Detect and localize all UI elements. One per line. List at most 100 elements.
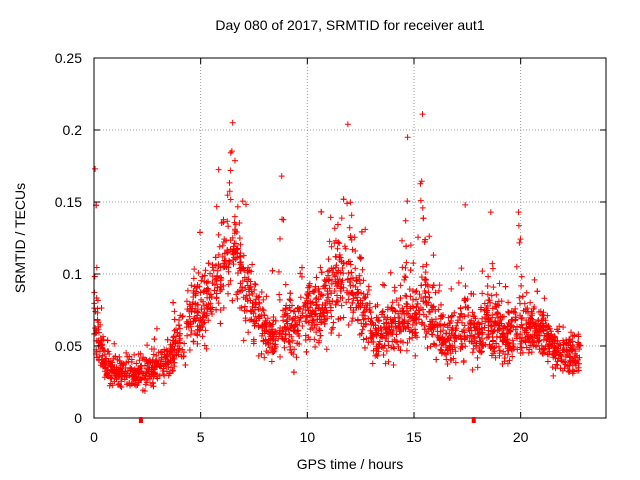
data-point (151, 336, 158, 343)
data-point (171, 308, 178, 315)
data-point (207, 291, 214, 298)
data-point (479, 342, 486, 349)
data-point (461, 336, 468, 343)
data-point (121, 376, 128, 383)
data-point (99, 352, 106, 359)
x-axis-label: GPS time / hours (296, 456, 404, 472)
data-point (436, 282, 443, 289)
data-point (403, 310, 410, 317)
data-point (348, 318, 355, 325)
data-point (379, 281, 386, 288)
data-point (537, 308, 544, 315)
data-point (328, 313, 335, 320)
data-point (220, 282, 227, 289)
data-point (403, 347, 410, 354)
data-point (349, 315, 356, 322)
data-point (462, 201, 469, 208)
data-point (476, 347, 483, 354)
data-point (299, 310, 306, 317)
data-point (335, 316, 342, 323)
data-point (409, 296, 416, 303)
data-point (403, 293, 410, 300)
data-point (95, 323, 102, 330)
data-point (418, 321, 425, 328)
data-point (419, 204, 426, 211)
data-point (459, 340, 465, 347)
data-point (502, 341, 509, 348)
data-point (470, 345, 477, 352)
data-point (118, 384, 125, 391)
data-point (104, 369, 111, 376)
data-point (313, 329, 320, 336)
data-point (285, 338, 292, 345)
data-point (471, 337, 478, 344)
data-point (473, 340, 480, 347)
data-point (188, 327, 195, 334)
data-point (418, 178, 425, 185)
data-point (376, 340, 383, 347)
data-point (468, 338, 475, 345)
data-point (430, 282, 437, 289)
data-point (188, 282, 195, 289)
data-point (356, 272, 363, 279)
y-tick-label: 0.25 (55, 50, 82, 66)
data-point (190, 338, 197, 345)
data-point (288, 349, 295, 356)
data-point (170, 367, 177, 374)
data-point (215, 300, 222, 307)
data-point (167, 364, 174, 371)
data-point (302, 318, 309, 325)
data-point (491, 348, 498, 355)
data-point (541, 295, 548, 302)
data-point (203, 279, 210, 286)
data-point (571, 350, 578, 357)
data-point (337, 285, 344, 292)
data-point (522, 306, 529, 313)
data-point (260, 307, 267, 314)
data-point (518, 282, 525, 289)
data-point (335, 298, 342, 305)
data-point (108, 363, 115, 370)
data-point (448, 313, 455, 320)
data-point (242, 201, 249, 208)
data-point (358, 320, 365, 327)
data-point (318, 208, 325, 215)
data-point (331, 287, 338, 294)
data-point (160, 365, 167, 372)
data-point (302, 332, 309, 339)
data-point (479, 290, 486, 297)
data-point (313, 302, 320, 309)
data-point (357, 255, 364, 262)
data-point (290, 315, 297, 322)
data-point (391, 314, 398, 321)
data-point (123, 349, 130, 356)
data-point (243, 292, 250, 299)
data-point (448, 285, 455, 292)
data-point (171, 359, 178, 366)
data-point (265, 341, 272, 348)
data-point (437, 301, 444, 308)
data-point (347, 199, 354, 206)
data-point (506, 328, 513, 335)
data-point (148, 373, 155, 380)
tick-labels: 0 5 10 15 20 0 0.05 0.1 0.15 0.2 0.25 (55, 50, 529, 445)
data-point (453, 335, 460, 342)
data-point (406, 314, 413, 321)
data-point (335, 332, 342, 339)
data-point (132, 369, 139, 376)
data-point (122, 369, 129, 376)
data-point (423, 276, 430, 283)
data-point (248, 308, 255, 315)
data-point (451, 344, 458, 351)
data-point (457, 304, 464, 311)
data-point (447, 350, 454, 357)
data-point (377, 324, 384, 331)
data-point (150, 383, 157, 390)
data-point (275, 268, 282, 275)
data-point (328, 326, 335, 333)
axis-marker (138, 417, 143, 423)
data-point (303, 313, 310, 320)
data-point (318, 291, 325, 298)
data-point (434, 328, 441, 335)
data-point (191, 315, 198, 322)
